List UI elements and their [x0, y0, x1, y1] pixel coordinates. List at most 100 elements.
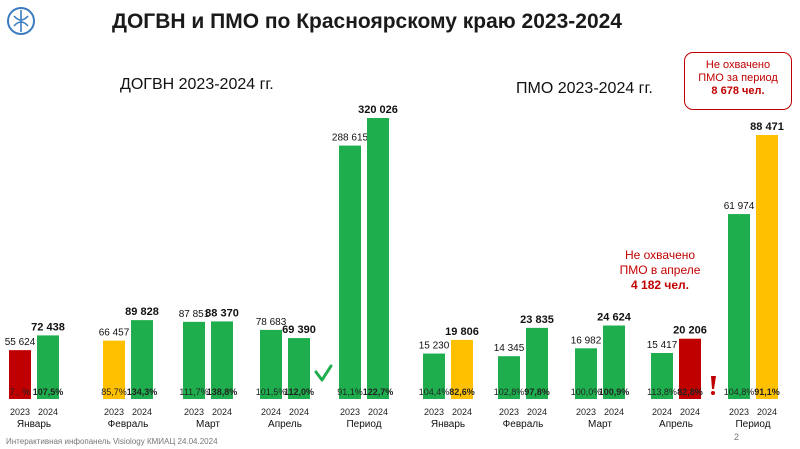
left-panel-title: ДОГВН 2023-2024 гг. [120, 76, 274, 93]
bar-value-label: 14 345 [494, 343, 525, 354]
category-label: Период [735, 419, 770, 430]
bar-year-label: 2024 [368, 407, 388, 417]
bar [679, 338, 701, 399]
page-number: 2 [734, 432, 740, 442]
bar-value-label: 288 615 [332, 133, 369, 144]
bar [339, 145, 361, 399]
bar-percent-label: 112,0% [284, 387, 314, 397]
category-label: Февраль [503, 419, 544, 430]
bar-percent-label: 7.. % [10, 387, 31, 397]
bar [211, 321, 233, 399]
bar-value-label: 16 982 [571, 335, 602, 346]
bar-value-label: 320 026 [358, 104, 398, 116]
bar-percent-label: 100,0% [571, 387, 602, 397]
bar [423, 353, 445, 399]
bar-value-label: 78 683 [256, 317, 287, 328]
page-title: ДОГВН и ПМО по Красноярскому краю 2023-2… [112, 10, 622, 33]
bar-percent-label: 101,5% [256, 387, 287, 397]
bar [183, 321, 205, 399]
bar-year-label: 2023 [729, 407, 749, 417]
bar-year-label: 2024 [652, 407, 672, 417]
bar-year-label: 2024 [289, 407, 309, 417]
period-not-covered-callout: Не охвачено ПМО за период 8 678 чел. [684, 52, 792, 110]
bar-percent-label: 91,1% [337, 387, 363, 397]
bar-value-label: 69 390 [282, 324, 316, 336]
bar-percent-label: 122,7% [363, 387, 394, 397]
callout-period-line1: Не охвачено [705, 59, 771, 71]
bar-percent-label: 102,8% [494, 387, 525, 397]
category-label: Период [346, 419, 381, 430]
bar-year-label: 2023 [10, 407, 30, 417]
bar [367, 118, 389, 399]
bar [728, 214, 750, 399]
callout-april-line2: ПМО в апреле [619, 263, 701, 277]
exclamation-icon [711, 376, 716, 389]
callout-april-line1: Не охвачено [624, 248, 696, 262]
bar-year-label: 2024 [527, 407, 547, 417]
bar-percent-label: 138,8% [207, 387, 238, 397]
bar-year-label: 2023 [424, 407, 444, 417]
bar-value-label: 87 851 [179, 309, 210, 320]
bar [526, 327, 548, 399]
bar-value-label: 89 828 [125, 306, 159, 318]
logo-icon [7, 7, 35, 35]
category-label: Апрель [268, 419, 302, 430]
bar [288, 338, 310, 399]
bar-percent-label: 97,8% [524, 387, 550, 397]
bar [651, 352, 673, 399]
footer-source: Интерактивная инфопанель Visiology КМИАЦ… [6, 437, 218, 446]
bar-value-label: 88 370 [205, 307, 239, 319]
bar-year-label: 2023 [499, 407, 519, 417]
bar-percent-label: 91,1% [754, 387, 780, 397]
bar-percent-label: 111,7% [179, 387, 208, 397]
category-label: Январь [17, 419, 51, 430]
bar-value-label: 15 417 [647, 340, 678, 351]
callout-period-line2: ПМО за период [698, 72, 778, 84]
bar-value-label: 72 438 [31, 321, 65, 333]
bar [756, 135, 778, 399]
bar-year-label: 2024 [261, 407, 281, 417]
bar-percent-label: 82,8% [677, 387, 703, 397]
april-not-covered-callout: Не охвачено ПМО в апреле 4 182 чел. [600, 248, 720, 293]
category-label: Январь [431, 419, 465, 430]
bar-percent-label: 134,3% [127, 387, 158, 397]
bar-year-label: 2024 [680, 407, 700, 417]
bar-percent-label: 100,9% [599, 387, 630, 397]
bar-value-label: 61 974 [724, 201, 755, 212]
bar-value-label: 24 624 [597, 312, 632, 324]
bar-year-label: 2024 [757, 407, 777, 417]
bar [603, 325, 625, 399]
right-panel-title: ПМО 2023-2024 гг. [516, 80, 653, 97]
bar-value-label: 20 206 [673, 325, 707, 337]
bar [131, 320, 153, 399]
bar [103, 340, 125, 399]
bar [260, 329, 282, 399]
bar-percent-label: 104,4% [419, 387, 450, 397]
category-label: Март [196, 419, 220, 430]
bar-year-label: 2023 [104, 407, 124, 417]
bar-year-label: 2024 [212, 407, 232, 417]
category-label: Апрель [659, 419, 693, 430]
bar-value-label: 23 835 [520, 314, 554, 326]
bar-year-label: 2024 [452, 407, 472, 417]
bar-value-label: 15 230 [419, 341, 450, 352]
bar-year-label: 2024 [38, 407, 58, 417]
checkmark-icon [314, 364, 333, 382]
bar-value-label: 19 806 [445, 326, 479, 338]
bar [37, 335, 59, 399]
category-label: Февраль [108, 419, 149, 430]
bar [9, 350, 31, 399]
bar-value-label: 55 624 [5, 337, 36, 348]
bar-year-label: 2023 [340, 407, 360, 417]
bar-value-label: 66 457 [99, 328, 130, 339]
bar [498, 356, 520, 399]
bar-percent-label: 104,8% [724, 387, 755, 397]
bar-year-label: 2023 [184, 407, 204, 417]
bar [575, 348, 597, 399]
bar-year-label: 2023 [576, 407, 596, 417]
bar [451, 339, 473, 399]
bar-percent-label: 107,5% [33, 387, 64, 397]
category-label: Март [588, 419, 612, 430]
bar-value-label: 88 471 [750, 121, 784, 133]
